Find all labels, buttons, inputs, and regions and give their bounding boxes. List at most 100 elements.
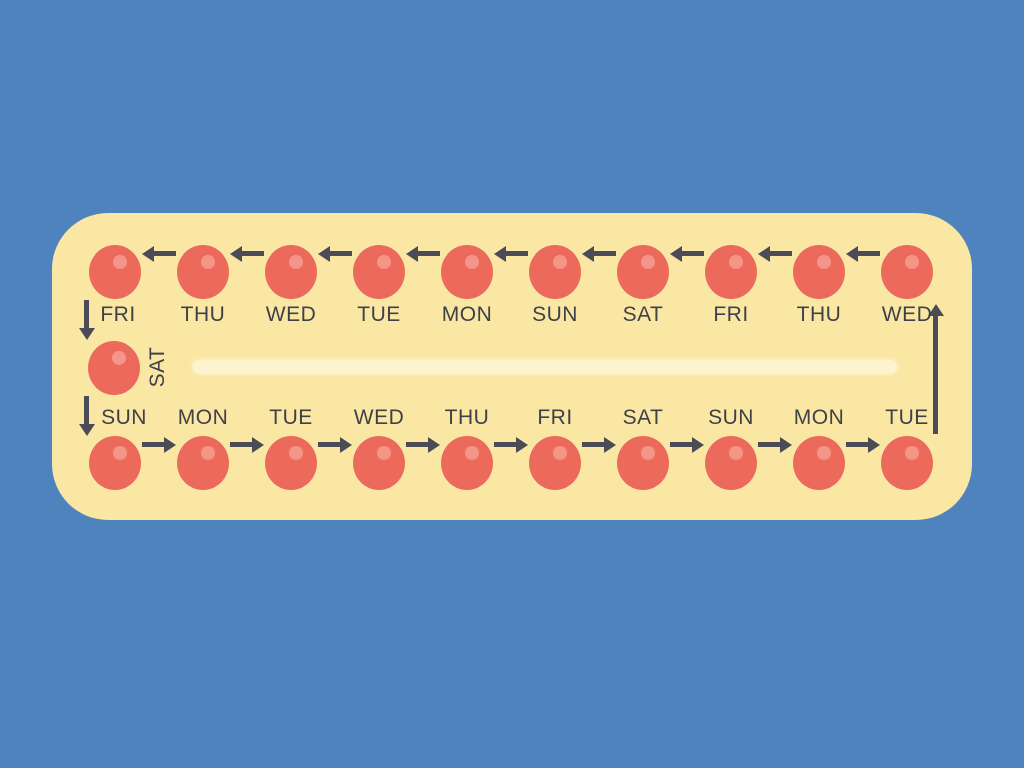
pill [353, 436, 405, 490]
arrow-head [142, 246, 154, 262]
pill-highlight [465, 446, 479, 460]
arrow-head [868, 437, 880, 453]
arrow-head [582, 246, 594, 262]
arrow-shaft [857, 251, 880, 256]
arrow-head [79, 328, 95, 340]
arrow-left-icon [406, 246, 440, 262]
pill-highlight [377, 255, 391, 269]
arrow-shaft [769, 251, 792, 256]
day-label: SUN [101, 406, 147, 429]
arrow-shaft [593, 251, 616, 256]
day-label: MON [793, 406, 845, 429]
pill [529, 245, 581, 299]
arrow-head [692, 437, 704, 453]
pill-highlight [112, 351, 126, 365]
pill [353, 245, 405, 299]
day-label: SAT [622, 303, 664, 326]
day-label: MON [177, 406, 229, 429]
day-label: WED [265, 303, 317, 326]
arrow-shaft [494, 442, 517, 447]
day-label: FRI [100, 303, 136, 326]
pill [529, 436, 581, 490]
arrow-shaft [681, 251, 704, 256]
arrow-head [758, 246, 770, 262]
arrow-right-icon [494, 437, 528, 453]
arrow-left-icon [494, 246, 528, 262]
pill [617, 436, 669, 490]
pill-highlight [113, 255, 127, 269]
arrow-shaft [505, 251, 528, 256]
arrow-head [252, 437, 264, 453]
arrow-right-icon [582, 437, 616, 453]
pill [793, 436, 845, 490]
arrow-head [79, 424, 95, 436]
arrow-shaft [230, 442, 253, 447]
pill-highlight [201, 255, 215, 269]
pill [705, 245, 757, 299]
pill-highlight [729, 446, 743, 460]
pill [881, 436, 933, 490]
arrow-head [406, 246, 418, 262]
arrow-head [428, 437, 440, 453]
arrow-head [164, 437, 176, 453]
day-label: TUE [357, 303, 401, 326]
pill [793, 245, 845, 299]
pill-highlight [201, 446, 215, 460]
pill [265, 245, 317, 299]
arrow-shaft [318, 442, 341, 447]
pill-highlight [905, 255, 919, 269]
pill [88, 341, 140, 395]
arrow-left-icon [846, 246, 880, 262]
pill [441, 436, 493, 490]
day-label: THU [180, 303, 226, 326]
day-label: WED [881, 303, 933, 326]
arrow-head [780, 437, 792, 453]
pill-highlight [817, 446, 831, 460]
arrow-head [494, 246, 506, 262]
day-label: WED [353, 406, 405, 429]
day-label: FRI [537, 406, 573, 429]
pill [177, 436, 229, 490]
arrow-head [516, 437, 528, 453]
day-label: TUE [269, 406, 313, 429]
pill [617, 245, 669, 299]
pill [89, 245, 141, 299]
arrow-down-icon [79, 300, 95, 340]
arrow-shaft [406, 442, 429, 447]
arrow-shaft [153, 251, 176, 256]
day-label: FRI [713, 303, 749, 326]
arrow-shaft [417, 251, 440, 256]
arrow-shaft [758, 442, 781, 447]
arrow-right-icon [142, 437, 176, 453]
pill-highlight [465, 255, 479, 269]
arrow-shaft [329, 251, 352, 256]
day-label: SAT [622, 406, 664, 429]
arrow-right-icon [406, 437, 440, 453]
day-label: THU [796, 303, 842, 326]
sat-day-label: SAT [146, 346, 169, 388]
arrow-up-icon [928, 304, 944, 434]
arrow-head [318, 246, 330, 262]
arrow-right-icon [670, 437, 704, 453]
arrow-head [670, 246, 682, 262]
pill-highlight [641, 255, 655, 269]
pill-highlight [289, 255, 303, 269]
pill [441, 245, 493, 299]
arrow-left-icon [230, 246, 264, 262]
pill-highlight [377, 446, 391, 460]
day-label: SUN [532, 303, 578, 326]
pill-highlight [289, 446, 303, 460]
arrow-right-icon [230, 437, 264, 453]
arrow-shaft [84, 396, 89, 425]
pill-highlight [113, 446, 127, 460]
pill-highlight [553, 255, 567, 269]
pill-highlight [905, 446, 919, 460]
day-label: TUE [885, 406, 929, 429]
day-label: SUN [708, 406, 754, 429]
arrow-head [846, 246, 858, 262]
arrow-shaft [241, 251, 264, 256]
pill-highlight [817, 255, 831, 269]
arrow-head [230, 246, 242, 262]
pill-highlight [729, 255, 743, 269]
